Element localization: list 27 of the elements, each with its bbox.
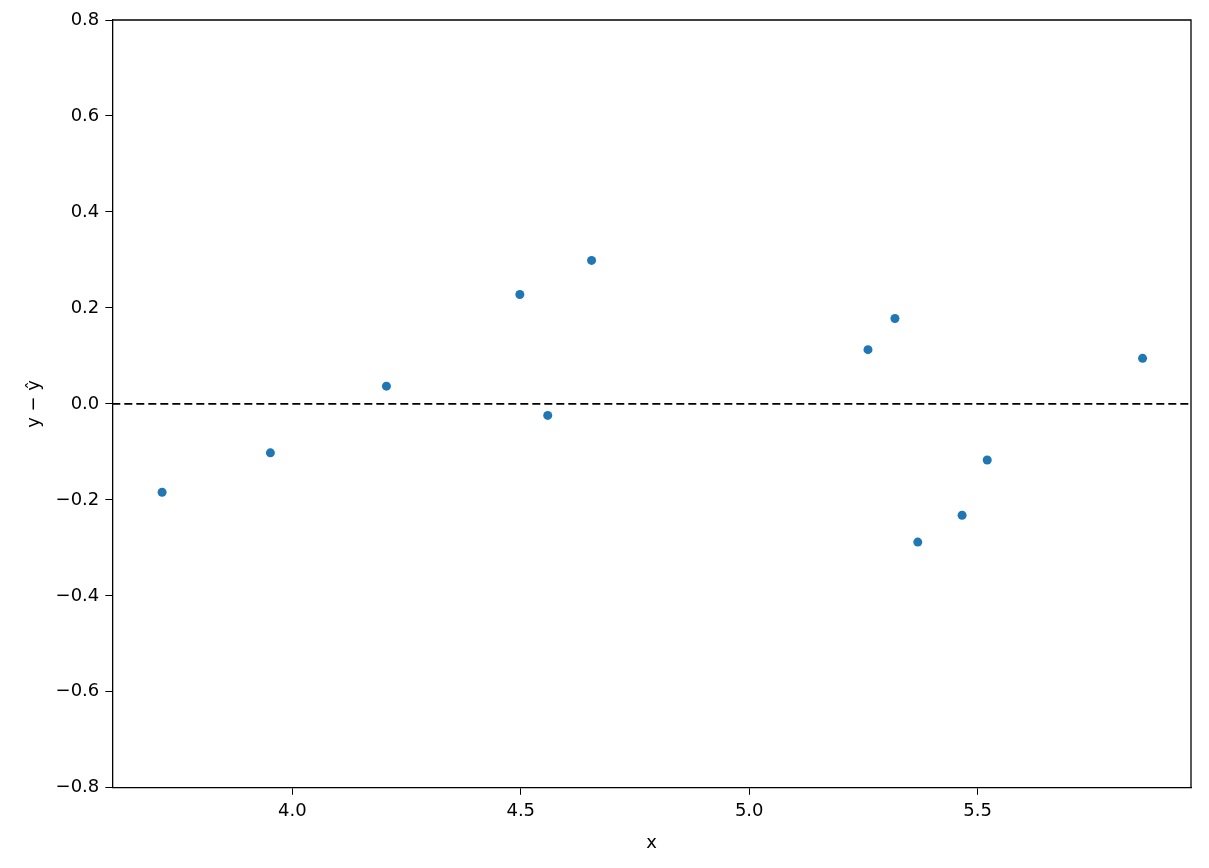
x-tick-label: 5.0 bbox=[734, 799, 764, 821]
point bbox=[587, 255, 597, 265]
y-tick-label: −0.2 bbox=[55, 487, 100, 509]
y-tick-label: 0.0 bbox=[70, 391, 100, 413]
y-tick-label: −0.6 bbox=[55, 679, 100, 701]
point bbox=[863, 345, 873, 355]
point bbox=[543, 410, 553, 420]
x-axis-title: x bbox=[646, 830, 658, 852]
y-tick-label: 0.8 bbox=[70, 7, 100, 29]
x-tick-label: 4.5 bbox=[506, 799, 536, 821]
point bbox=[982, 455, 992, 465]
y-axis-title: y − ŷ bbox=[22, 379, 44, 428]
x-tick-label: 4.0 bbox=[278, 799, 307, 821]
point bbox=[1138, 353, 1148, 363]
point bbox=[913, 537, 923, 547]
x-tick-label: 5.5 bbox=[963, 799, 992, 821]
y-tick-label: −0.4 bbox=[55, 583, 100, 605]
point bbox=[957, 510, 967, 520]
y-tick-label: 0.6 bbox=[70, 103, 100, 125]
y-tick-label: −0.8 bbox=[55, 775, 100, 797]
point bbox=[381, 381, 391, 391]
y-tick-label: 0.2 bbox=[70, 295, 100, 317]
point bbox=[515, 289, 525, 299]
y-tick-label: 0.4 bbox=[70, 199, 100, 221]
point bbox=[890, 313, 900, 323]
point bbox=[157, 487, 167, 497]
point bbox=[265, 448, 275, 458]
